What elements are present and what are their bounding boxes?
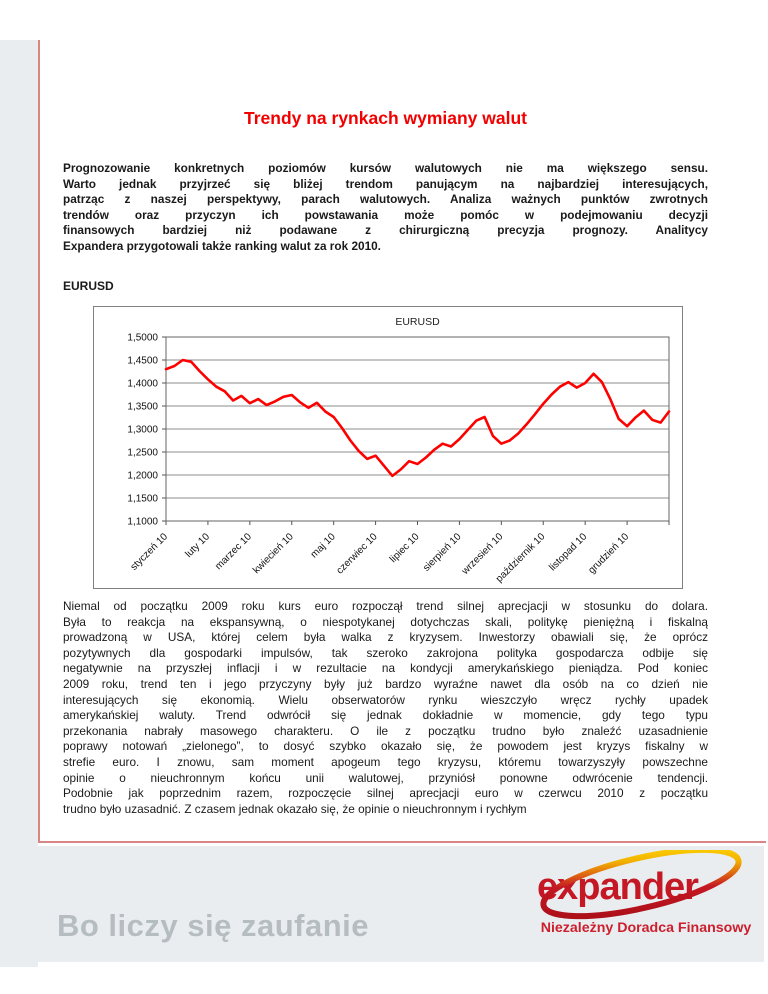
text-line: poprawy notowań „zielonego”, to dosyć sz… — [63, 739, 708, 754]
expander-logo: expander Niezależny Doradca Finansowy — [527, 846, 765, 944]
text-line: Była to reakcja na ekspansywną, o niespo… — [63, 614, 708, 629]
text-line: negatywnie na przyszłej inflacji i w rez… — [63, 661, 708, 676]
logo-tagline: Niezależny Doradca Finansowy — [541, 920, 752, 936]
x-axis-label: wrzesień 10 — [459, 531, 506, 578]
text-line: Niemal od początku 2009 roku kurs euro r… — [63, 599, 708, 613]
eurusd-data-line — [164, 358, 671, 478]
x-axis-label: grudzień 10 — [586, 531, 631, 576]
text-line: patrząc z naszej perspektywy, parach wal… — [63, 192, 708, 207]
text-line: Prognozowanie konkretnych poziomów kursó… — [63, 161, 708, 175]
text-line: Warto jednak przyjrzeć się bliżej trendo… — [63, 176, 708, 191]
eurusd-chart: EURUSD 1,1000 1,1500 1,2000 1,2500 1,3000 1,35… — [93, 306, 683, 589]
text-line: strefie euro. I znowu, sam moment apogeu… — [63, 754, 708, 769]
text-line: opinie o nieuchronnym końcu unii walutow… — [63, 770, 708, 785]
x-axis-label: czerwiec 10 — [335, 531, 380, 576]
section-label-eurusd: EURUSD — [63, 279, 114, 293]
footer-band — [0, 846, 764, 962]
text-line: trendów oraz przyczyn ich powstawania mo… — [63, 207, 708, 222]
y-axis-label: 1,5000 — [127, 333, 158, 344]
text-line: prowadzoną w USA, której celem była walk… — [63, 630, 708, 645]
text-line: interesujących się ekonomią. Wielu obser… — [63, 692, 708, 707]
logo-swoosh-icon — [540, 846, 742, 920]
y-axis-label: 1,4000 — [127, 379, 158, 390]
text-line: 2009 roku, trend ten i jego przyczyny by… — [63, 676, 708, 691]
footer-slogan: Bo liczy się zaufanie — [57, 908, 369, 943]
x-axis-label: kwiecień 10 — [251, 531, 296, 576]
accent-horizontal-line — [38, 841, 766, 843]
y-axis-label: 1,3000 — [127, 425, 158, 436]
x-axis-label: lipiec 10 — [388, 531, 422, 565]
text-line: przekonania nabrały masowego charakteru.… — [63, 723, 708, 738]
text-line: trudno było uzasadnić. Z czasem jednak o… — [63, 801, 527, 816]
x-axis-label: maj 10 — [309, 531, 338, 560]
y-axis-label: 1,3500 — [127, 402, 158, 413]
y-axis-label: 1,2000 — [127, 471, 158, 482]
y-axis-label: 1,1500 — [127, 494, 158, 505]
body-paragraph: Niemal od początku 2009 roku kurs euro r… — [63, 599, 708, 817]
x-axis-label: marzec 10 — [213, 531, 254, 572]
intro-paragraph: Prognozowanie konkretnych poziomów kursó… — [63, 161, 708, 255]
chart-title: EURUSD — [395, 316, 440, 328]
y-axis-label: 1,1000 — [127, 517, 158, 528]
text-line: amerykańskiej waluty. Trend odwrócił się… — [63, 708, 708, 723]
text-line: pozytywnych dla gospodarki impulsów, tak… — [63, 645, 708, 660]
x-axis-label: listopad 10 — [547, 531, 589, 573]
x-axis-label: sierpień 10 — [421, 531, 464, 574]
text-line: Expandera przygotowali także ranking wal… — [63, 238, 381, 253]
eurusd-chart-canvas: EURUSD 1,1000 1,1500 1,2000 1,2500 1,3000 1,35… — [127, 316, 671, 585]
x-axis-label: styczeń 10 — [129, 531, 171, 573]
page-title: Trendy na rynkach wymiany walut — [243, 108, 528, 128]
accent-vertical-line — [38, 40, 40, 843]
y-axis-label: 1,4500 — [127, 356, 158, 367]
x-axis-label: luty 10 — [183, 531, 212, 560]
text-line: finansowych bardziej niż podawane z chir… — [63, 223, 708, 238]
left-gray-sidebar — [0, 40, 38, 967]
text-line: Podobnie jak poprzednim razem, rozpoczęc… — [63, 786, 708, 801]
y-axis-label: 1,2500 — [127, 448, 158, 459]
